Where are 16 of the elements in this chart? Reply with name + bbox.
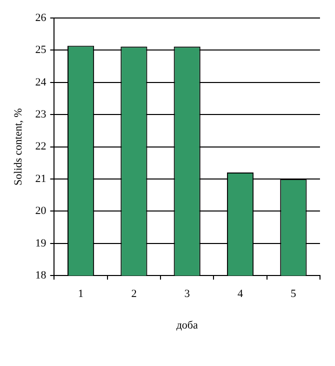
y-tick-label: 18 [35,269,47,282]
y-tick-label: 19 [35,237,47,250]
y-tick-label: 25 [35,44,47,56]
y-tick-label: 20 [35,205,47,218]
x-tick-label: 3 [184,288,190,300]
x-tick-label: 5 [290,288,297,300]
y-tick-label: 22 [35,140,46,153]
x-tick-label: 2 [131,288,137,300]
y-tick-label: 21 [35,172,46,185]
x-axis-title: доба [176,319,198,332]
y-tick-label: 24 [35,76,47,88]
y-axis-title: Solids content, % [12,108,24,186]
y-tick-label: 23 [35,108,47,120]
x-tick-label: 1 [78,288,84,300]
y-tick-label: 26 [35,12,47,24]
x-tick-label: 4 [238,288,244,300]
